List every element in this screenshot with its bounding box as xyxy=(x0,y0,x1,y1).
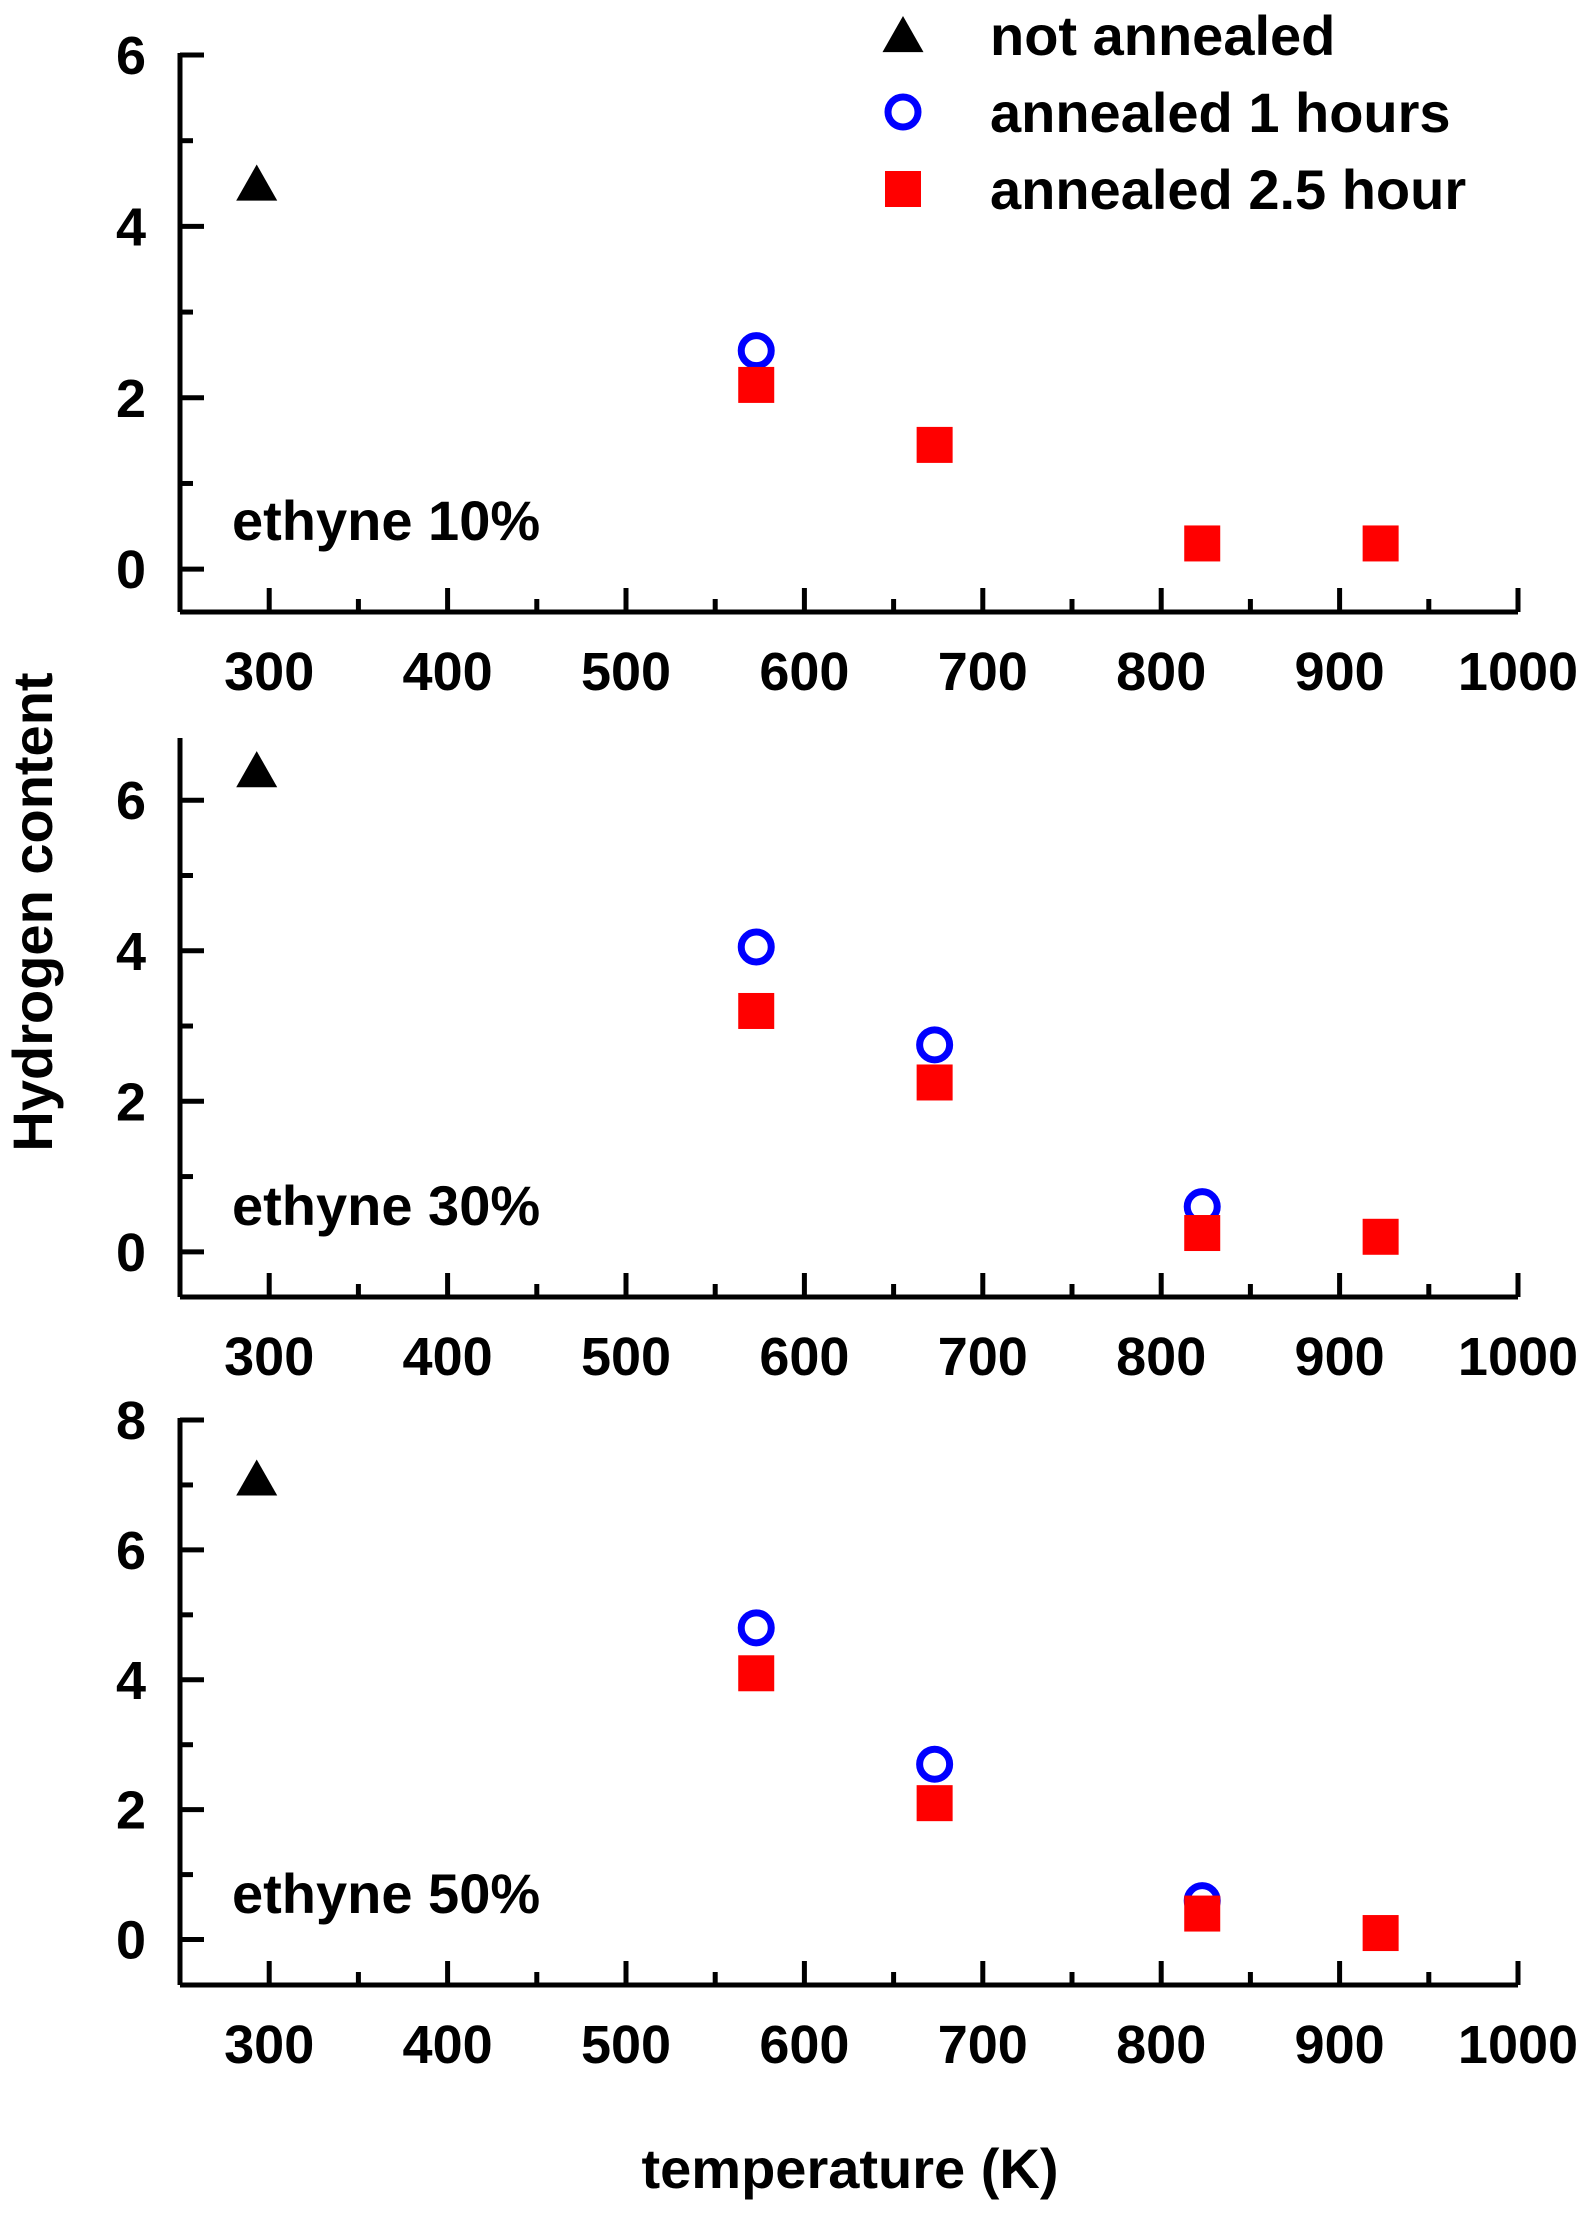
data-point xyxy=(1184,525,1221,562)
panel-3: 300 400 500 600 700 800 900 1000 0 2 4 6 8 ethyne 50% xyxy=(116,1391,1578,2075)
panel-annotation: ethyne 10% xyxy=(232,489,540,552)
legend-marker xyxy=(884,93,922,131)
x-tick-label: 300 xyxy=(224,2015,314,2075)
y-tick-label: 6 xyxy=(116,1521,146,1581)
data-point xyxy=(737,332,775,370)
chart-legend: not annealed annealed 1 hours annealed 2.5… xyxy=(882,4,1466,221)
x-tick-label: 700 xyxy=(938,642,1028,702)
data-point xyxy=(916,426,953,463)
x-tick-label: 800 xyxy=(1116,642,1206,702)
y-tick-label: 0 xyxy=(116,1911,146,1971)
data-point xyxy=(236,751,278,788)
data-point xyxy=(737,1609,775,1647)
data-point xyxy=(916,1745,954,1783)
y-tick-label: 4 xyxy=(116,1651,146,1711)
y-tick-label: 4 xyxy=(116,922,146,982)
legend-label: annealed 1 hours xyxy=(990,81,1451,144)
panel-2: 300 400 500 600 700 800 900 1000 0 2 4 6 ethyne 30% xyxy=(116,738,1578,1387)
data-point xyxy=(1362,1915,1399,1952)
y-tick-label: 0 xyxy=(116,540,146,600)
x-tick-label: 500 xyxy=(581,642,671,702)
x-tick-label: 500 xyxy=(581,2015,671,2075)
x-tick-label: 900 xyxy=(1295,1327,1385,1387)
panel-annotation: ethyne 50% xyxy=(232,1862,540,1925)
x-tick-label: 400 xyxy=(403,642,493,702)
data-point xyxy=(1362,525,1399,562)
x-tick-label: 400 xyxy=(403,2015,493,2075)
x-tick-label: 700 xyxy=(938,1327,1028,1387)
data-point xyxy=(236,164,278,201)
data-point xyxy=(236,1459,278,1496)
x-tick-label: 900 xyxy=(1295,642,1385,702)
x-tick-label: 1000 xyxy=(1458,2015,1578,2075)
data-point xyxy=(738,366,775,403)
data-point xyxy=(1184,1215,1221,1252)
y-tick-label: 8 xyxy=(116,1391,146,1451)
y-tick-label: 6 xyxy=(116,771,146,831)
x-tick-label: 800 xyxy=(1116,1327,1206,1387)
legend-item: annealed 2.5 hour xyxy=(885,158,1466,221)
data-point xyxy=(916,1785,953,1822)
x-tick-label: 300 xyxy=(224,1327,314,1387)
x-axis-label: temperature (K) xyxy=(642,2137,1059,2200)
data-point xyxy=(738,1655,775,1692)
y-axis-label: Hydrogen content xyxy=(1,672,64,1151)
x-tick-label: 600 xyxy=(759,642,849,702)
y-tick-label: 2 xyxy=(116,1781,146,1841)
data-point xyxy=(737,928,775,966)
x-tick-label: 1000 xyxy=(1458,1327,1578,1387)
x-tick-label: 800 xyxy=(1116,2015,1206,2075)
panel-1: 300 400 500 600 700 800 900 1000 0 2 4 6 ethyne 10% xyxy=(116,26,1578,702)
data-point xyxy=(1362,1218,1399,1255)
y-tick-label: 0 xyxy=(116,1223,146,1283)
x-tick-label: 700 xyxy=(938,2015,1028,2075)
legend-marker xyxy=(885,171,921,207)
x-tick-label: 500 xyxy=(581,1327,671,1387)
legend-item: annealed 1 hours xyxy=(884,81,1451,144)
y-tick-label: 2 xyxy=(116,369,146,429)
x-tick-label: 300 xyxy=(224,642,314,702)
legend-item: not annealed xyxy=(882,4,1335,67)
legend-label: annealed 2.5 hour xyxy=(990,158,1466,221)
data-point xyxy=(916,1064,953,1101)
legend-label: not annealed xyxy=(990,4,1335,67)
y-tick-label: 4 xyxy=(116,197,146,257)
data-point xyxy=(738,992,775,1029)
y-tick-label: 6 xyxy=(116,26,146,86)
data-point xyxy=(916,1026,954,1064)
x-tick-label: 900 xyxy=(1295,2015,1385,2075)
x-tick-label: 600 xyxy=(759,1327,849,1387)
y-tick-label: 2 xyxy=(116,1072,146,1132)
x-tick-label: 1000 xyxy=(1458,642,1578,702)
x-tick-label: 400 xyxy=(403,1327,493,1387)
x-tick-label: 600 xyxy=(759,2015,849,2075)
panel-annotation: ethyne 30% xyxy=(232,1174,540,1237)
legend-marker xyxy=(882,16,924,53)
data-point xyxy=(1184,1895,1221,1932)
